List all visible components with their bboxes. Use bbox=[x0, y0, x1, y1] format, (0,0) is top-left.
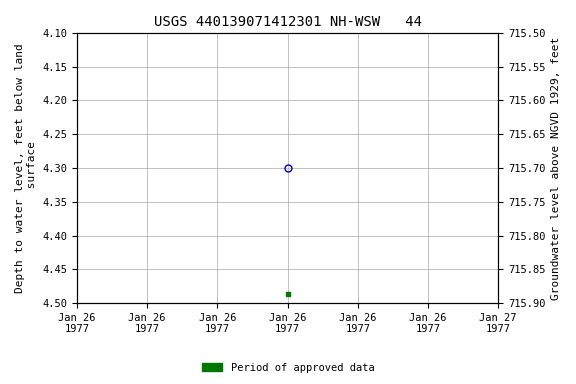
Legend: Period of approved data: Period of approved data bbox=[198, 359, 378, 377]
Y-axis label: Groundwater level above NGVD 1929, feet: Groundwater level above NGVD 1929, feet bbox=[551, 36, 561, 300]
Title: USGS 440139071412301 NH-WSW   44: USGS 440139071412301 NH-WSW 44 bbox=[154, 15, 422, 29]
Y-axis label: Depth to water level, feet below land
 surface: Depth to water level, feet below land su… bbox=[15, 43, 37, 293]
